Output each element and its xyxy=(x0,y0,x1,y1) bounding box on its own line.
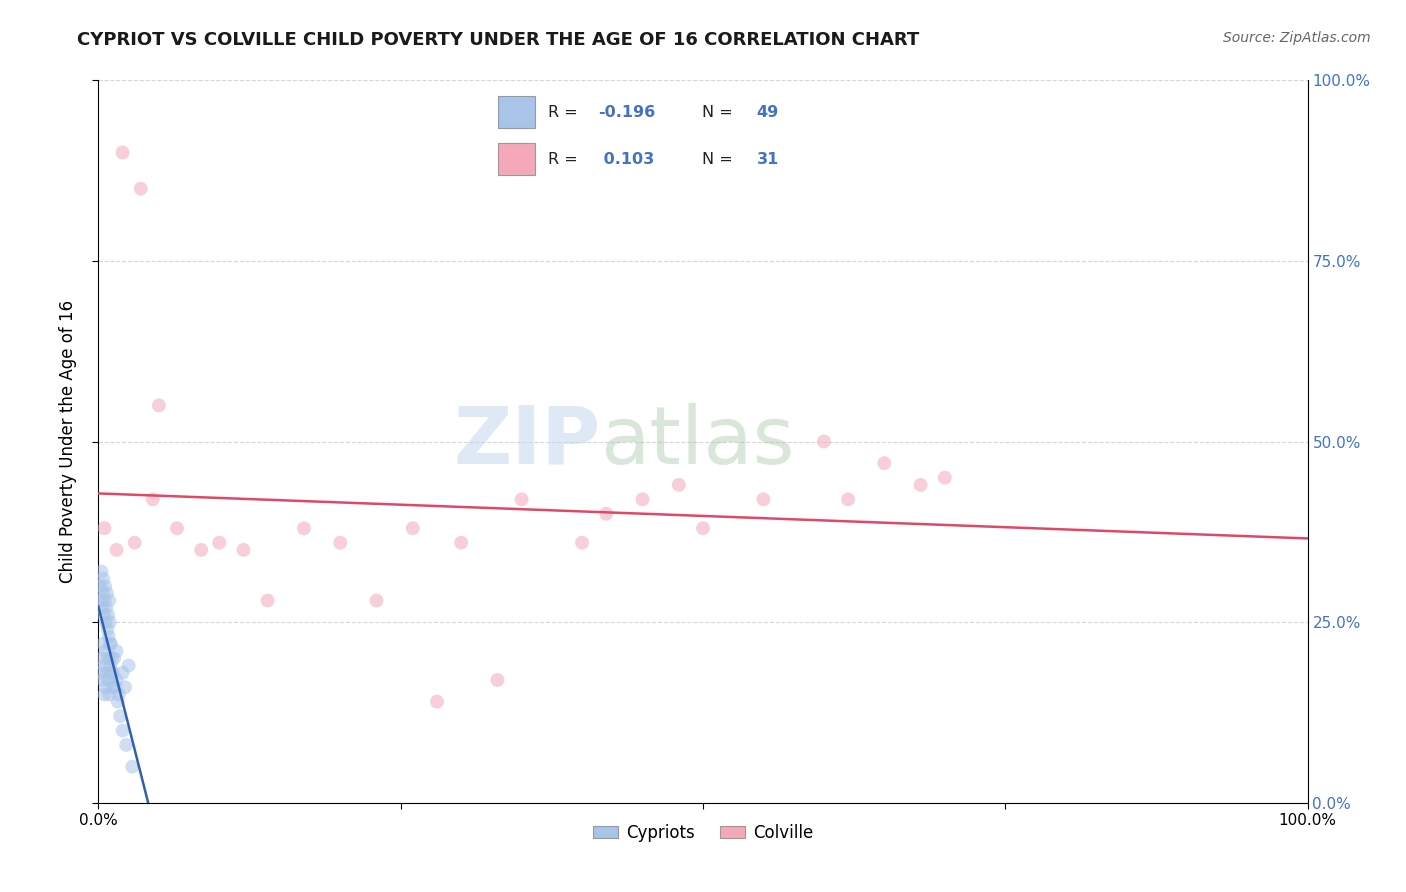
Point xyxy=(89,579,111,593)
Point xyxy=(105,673,128,687)
Text: CYPRIOT VS COLVILLE CHILD POVERTY UNDER THE AGE OF 16 CORRELATION CHART: CYPRIOT VS COLVILLE CHILD POVERTY UNDER … xyxy=(77,31,920,49)
Point xyxy=(108,687,131,701)
Point xyxy=(114,680,136,694)
Point xyxy=(90,593,112,607)
Point xyxy=(510,492,533,507)
Point xyxy=(94,579,117,593)
Point xyxy=(873,456,896,470)
Point xyxy=(94,615,117,630)
Point xyxy=(105,542,128,557)
Point xyxy=(97,607,120,622)
Point xyxy=(93,521,115,535)
Point xyxy=(97,651,120,665)
Point xyxy=(100,651,122,665)
Point xyxy=(595,507,617,521)
Point xyxy=(100,665,122,680)
Point xyxy=(100,658,122,673)
Point xyxy=(91,637,114,651)
Point xyxy=(98,615,121,630)
Text: ZIP: ZIP xyxy=(453,402,600,481)
Point xyxy=(910,478,932,492)
Point xyxy=(101,665,124,680)
Point xyxy=(98,687,121,701)
Point xyxy=(96,586,118,600)
Point xyxy=(94,644,117,658)
Point xyxy=(94,680,117,694)
Point xyxy=(93,607,115,622)
Point xyxy=(96,665,118,680)
Point xyxy=(426,695,449,709)
Point xyxy=(93,687,115,701)
Point xyxy=(292,521,315,535)
Point xyxy=(104,680,127,694)
Point xyxy=(101,680,124,694)
Point xyxy=(631,492,654,507)
Point xyxy=(100,637,122,651)
Point xyxy=(366,593,388,607)
Point xyxy=(329,535,352,549)
Point xyxy=(124,535,146,549)
Text: atlas: atlas xyxy=(600,402,794,481)
Point xyxy=(190,542,212,557)
Legend: Cypriots, Colville: Cypriots, Colville xyxy=(586,817,820,848)
Point xyxy=(90,665,112,680)
Point xyxy=(111,723,134,738)
Point xyxy=(402,521,425,535)
Y-axis label: Child Poverty Under the Age of 16: Child Poverty Under the Age of 16 xyxy=(59,300,77,583)
Point xyxy=(486,673,509,687)
Point xyxy=(100,637,122,651)
Point xyxy=(256,593,278,607)
Point xyxy=(111,145,134,160)
Point xyxy=(98,593,121,607)
Point xyxy=(118,658,141,673)
Point xyxy=(115,738,138,752)
Point xyxy=(668,478,690,492)
Point xyxy=(103,651,125,665)
Point xyxy=(91,651,114,665)
Point xyxy=(105,644,128,658)
Point xyxy=(129,182,152,196)
Point xyxy=(97,673,120,687)
Point xyxy=(91,572,114,586)
Point xyxy=(91,600,114,615)
Point xyxy=(837,492,859,507)
Point xyxy=(232,542,254,557)
Point xyxy=(571,535,593,549)
Point xyxy=(813,434,835,449)
Point xyxy=(148,398,170,412)
Point xyxy=(96,623,118,637)
Point xyxy=(166,521,188,535)
Point xyxy=(93,658,115,673)
Point xyxy=(934,471,956,485)
Point xyxy=(142,492,165,507)
Point xyxy=(692,521,714,535)
Point xyxy=(752,492,775,507)
Point xyxy=(121,760,143,774)
Point xyxy=(111,665,134,680)
Point xyxy=(108,709,131,723)
Point xyxy=(208,535,231,549)
Point xyxy=(91,673,114,687)
Point xyxy=(450,535,472,549)
Point xyxy=(90,565,112,579)
Point xyxy=(97,630,120,644)
Point xyxy=(107,695,129,709)
Point xyxy=(93,593,115,607)
Text: Source: ZipAtlas.com: Source: ZipAtlas.com xyxy=(1223,31,1371,45)
Point xyxy=(91,586,114,600)
Point xyxy=(96,600,118,615)
